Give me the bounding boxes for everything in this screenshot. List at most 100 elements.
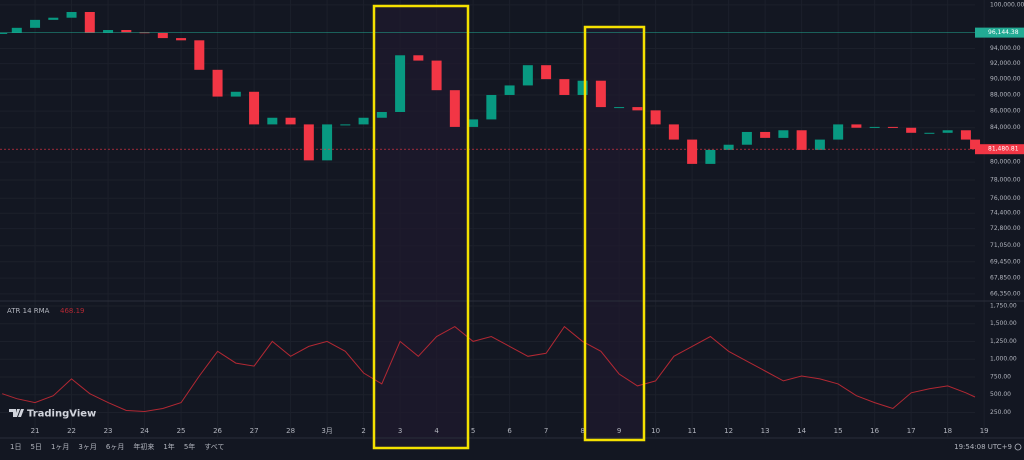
y-tick-label: 94,000.00: [990, 45, 1021, 52]
y-tick-label: 88,000.00: [990, 91, 1021, 98]
candle: [778, 130, 789, 138]
logo: TradingView: [9, 409, 96, 420]
y-tick-label: 1,750.00: [990, 302, 1017, 309]
x-tick-label: 3月: [321, 427, 332, 435]
candle: [541, 65, 552, 80]
y-tick-label: 1,500.00: [990, 320, 1017, 327]
x-tick-label: 27: [250, 427, 259, 435]
candle: [212, 69, 223, 97]
y-tick-label: 78,000.00: [990, 176, 1021, 183]
candle: [322, 124, 333, 161]
range-button[interactable]: 1ヶ月: [51, 443, 69, 451]
range-button[interactable]: 1日: [10, 443, 21, 451]
x-tick-label: 25: [177, 427, 186, 435]
x-tick-label: 4: [434, 427, 439, 435]
candle: [796, 130, 807, 150]
range-button[interactable]: 年初来: [133, 442, 154, 451]
highlight-fill: [585, 27, 644, 440]
range-button[interactable]: 1年: [163, 442, 174, 451]
candle: [84, 11, 95, 33]
x-tick-label: 2: [361, 427, 365, 435]
candle: [194, 40, 205, 70]
candle: [632, 107, 643, 111]
x-tick-label: 12: [724, 427, 733, 435]
candle: [522, 65, 533, 86]
candle: [249, 91, 260, 125]
range-button[interactable]: すべて: [204, 443, 224, 451]
y-tick-label: 66,350.00: [990, 290, 1021, 297]
x-tick-label: 19: [980, 427, 989, 435]
candle: [723, 144, 734, 150]
y-tick-label: 750.00: [990, 373, 1011, 380]
x-tick-label: 7: [544, 427, 548, 435]
candle: [0, 32, 8, 34]
candle: [468, 119, 479, 127]
price-label: 81,480.81: [988, 146, 1019, 153]
x-tick-label: 6: [507, 427, 512, 435]
candle: [413, 55, 424, 61]
candle: [103, 30, 114, 33]
x-tick-label: 9: [617, 427, 621, 435]
range-button[interactable]: 6ヶ月: [106, 443, 124, 451]
candle: [559, 79, 570, 95]
candle: [176, 38, 187, 41]
candle: [614, 107, 625, 109]
candle: [340, 124, 351, 126]
x-tick-label: 18: [943, 427, 952, 435]
candle: [230, 91, 241, 97]
candle: [431, 60, 442, 91]
y-tick-label: 80,000.00: [990, 159, 1021, 166]
candle: [906, 127, 917, 133]
x-tick-label: 23: [104, 427, 113, 435]
x-tick-label: 17: [907, 427, 916, 435]
x-tick-label: 24: [140, 427, 149, 435]
y-tick-label: 100,000.00: [990, 1, 1024, 8]
candle: [705, 149, 716, 164]
range-button[interactable]: 5日: [30, 443, 41, 451]
candle: [395, 55, 406, 112]
candle: [577, 80, 588, 95]
candle: [376, 111, 387, 118]
x-tick-label: 8: [580, 427, 584, 435]
highlight-box: [583, 25, 646, 442]
price-label-bg: [975, 27, 1024, 38]
x-tick-label: 26: [213, 427, 222, 435]
x-tick-label: 13: [761, 427, 770, 435]
y-tick-label: 76,000.00: [990, 195, 1021, 202]
x-tick-label: 3: [398, 427, 402, 435]
highlight-fill: [374, 6, 468, 448]
candle: [814, 139, 825, 150]
candle: [960, 130, 971, 140]
y-tick-label: 86,000.00: [990, 108, 1021, 115]
x-tick-label: 28: [286, 427, 295, 435]
logo-icon: [9, 409, 24, 417]
candle: [650, 110, 661, 125]
candle: [157, 32, 168, 39]
candle: [504, 85, 515, 95]
y-tick-label: 72,800.00: [990, 225, 1021, 232]
y-tick-label: 90,000.00: [990, 76, 1021, 83]
y-tick-label: 84,000.00: [990, 124, 1021, 131]
candle: [11, 27, 22, 33]
candle: [121, 30, 132, 33]
candle: [687, 139, 698, 164]
range-button[interactable]: 3ヶ月: [78, 443, 96, 451]
price-label-bg: [975, 144, 1024, 155]
indicator-value: 468.19: [60, 307, 85, 315]
candle: [48, 17, 59, 20]
candle: [942, 130, 953, 133]
candle: [741, 131, 752, 145]
x-tick-label: 21: [31, 427, 40, 435]
atr-line: [2, 325, 976, 413]
settings-icon[interactable]: [1014, 443, 1022, 451]
y-tick-label: 67,850.00: [990, 275, 1021, 282]
candle: [833, 124, 844, 140]
toolbar: 1日 5日 1ヶ月 3ヶ月 6ヶ月 年初来 1年 5年 すべて: [10, 442, 225, 451]
highlight-box: [372, 4, 470, 450]
y-tick-label: 500.00: [990, 391, 1011, 398]
range-button[interactable]: 5年: [184, 442, 195, 451]
candle: [486, 94, 497, 120]
y-tick-label: 1,250.00: [990, 338, 1017, 345]
